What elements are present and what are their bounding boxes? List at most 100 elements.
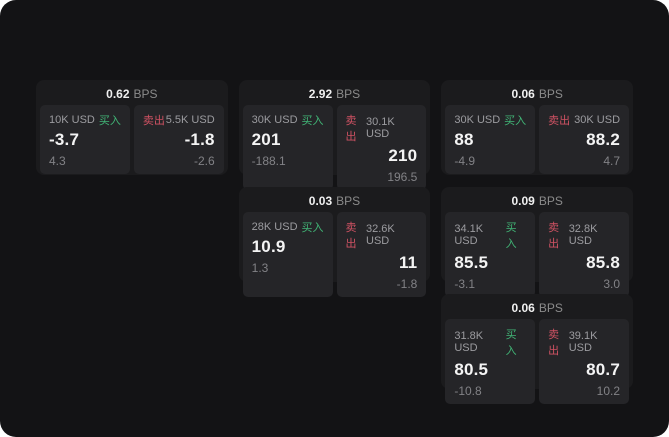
buy-side-label: 买入	[504, 115, 527, 127]
quote-panels: 34.1K USD 买入 85.5 -3.1 卖出 32.8K USD 85.8…	[445, 212, 630, 297]
buy-panel[interactable]: 34.1K USD 买入 85.5 -3.1	[445, 212, 536, 297]
sell-price: 85.8	[586, 253, 621, 272]
sell-label-row: 卖出 32.8K USD	[548, 219, 620, 251]
quote-card: 0.03 BPS 28K USD 买入 10.9 1.3 卖出 32.6K US…	[238, 187, 431, 297]
spread-header: 0.03 BPS	[243, 191, 427, 212]
quote-card: 0.06 BPS 30K USD 买入 88 -4.9 卖出 30K USD	[441, 80, 633, 175]
sell-label-row: 卖出 30.1K USD	[346, 112, 418, 144]
quote-card: 0.09 BPS 34.1K USD 买入 85.5 -3.1 卖出 32.8K…	[441, 187, 633, 297]
buy-side-label: 买入	[301, 115, 324, 127]
spread-value: 0.06	[511, 87, 535, 101]
spread-unit: BPS	[133, 87, 158, 101]
buy-side-label: 买入	[505, 329, 517, 357]
sell-label-row: 卖出 5.5K USD	[143, 112, 215, 128]
quote-panels: 28K USD 买入 10.9 1.3 卖出 32.6K USD 11 -1.8	[242, 212, 427, 297]
sell-side-label: 卖出	[345, 115, 357, 143]
buy-panel[interactable]: 28K USD 买入 10.9 1.3	[242, 212, 333, 297]
spread-header: 0.06 BPS	[445, 298, 629, 319]
buy-label-row: 28K USD 买入	[252, 219, 324, 235]
sell-side-label: 卖出	[142, 115, 165, 127]
buy-size: 10K USD	[49, 114, 95, 126]
spread-unit: BPS	[538, 87, 563, 101]
sell-sub-value: 3.0	[603, 277, 621, 291]
spread-unit: BPS	[538, 194, 563, 208]
buy-sub-value: -188.1	[251, 154, 286, 168]
sell-side-label: 卖出	[345, 222, 357, 250]
sell-panel[interactable]: 卖出 5.5K USD -1.8 -2.6	[133, 105, 224, 174]
spread-header: 0.06 BPS	[445, 84, 629, 105]
spread-unit: BPS	[538, 301, 563, 315]
buy-price: 85.5	[454, 253, 489, 272]
sell-size: 39.1K USD	[568, 330, 598, 354]
sell-label-row: 卖出 39.1K USD	[548, 326, 620, 358]
buy-panel[interactable]: 31.8K USD 买入 80.5 -10.8	[445, 319, 536, 404]
sell-price: 88.2	[586, 130, 621, 149]
quote-panels: 10K USD 买入 -3.7 4.3 卖出 5.5K USD -1.8 -2.…	[40, 105, 224, 174]
quote-card: 0.06 BPS 31.8K USD 买入 80.5 -10.8 卖出 39.1…	[441, 294, 633, 404]
buy-sub-value: -10.8	[454, 384, 482, 398]
buy-price: 88	[454, 130, 474, 149]
sell-price: 11	[398, 253, 418, 272]
buy-panel[interactable]: 10K USD 买入 -3.7 4.3	[40, 105, 130, 174]
buy-price: -3.7	[49, 130, 80, 149]
sell-label-row: 卖出 30K USD	[548, 112, 620, 128]
sell-panel[interactable]: 卖出 30K USD 88.2 4.7	[539, 105, 630, 174]
sell-sub-value: -2.6	[193, 154, 215, 168]
sell-sub-value: 196.5	[387, 170, 418, 184]
buy-sub-value: 4.3	[49, 154, 66, 168]
sell-size: 32.6K USD	[366, 223, 395, 247]
sell-sub-value: 4.7	[603, 154, 621, 168]
spread-unit: BPS	[336, 87, 361, 101]
quote-card: 0.62 BPS 10K USD 买入 -3.7 4.3 卖出 5.5K USD	[36, 80, 228, 175]
buy-sub-value: -4.9	[454, 154, 476, 168]
spread-header: 0.09 BPS	[445, 191, 629, 212]
sell-panel[interactable]: 卖出 32.8K USD 85.8 3.0	[539, 212, 630, 297]
buy-sub-value: -3.1	[454, 277, 476, 291]
buy-panel[interactable]: 30K USD 买入 201 -188.1	[242, 105, 333, 190]
buy-size: 28K USD	[251, 221, 298, 233]
sell-side-label: 卖出	[548, 222, 560, 250]
quote-card-grid: 0.62 BPS 10K USD 买入 -3.7 4.3 卖出 5.5K USD	[36, 80, 633, 404]
buy-label-row: 30K USD 买入	[252, 112, 324, 128]
sell-size: 30.1K USD	[366, 116, 395, 140]
spread-value: 2.92	[308, 87, 333, 101]
buy-label-row: 31.8K USD 买入	[454, 326, 526, 358]
spread-header: 2.92 BPS	[243, 84, 427, 105]
buy-size: 30K USD	[251, 114, 298, 126]
sell-panel[interactable]: 卖出 39.1K USD 80.7 10.2	[539, 319, 630, 404]
sell-price: -1.8	[184, 130, 215, 149]
spread-value: 0.09	[511, 194, 535, 208]
buy-size: 34.1K USD	[454, 223, 484, 247]
quote-panels: 30K USD 买入 88 -4.9 卖出 30K USD 88.2 4.7	[445, 105, 630, 174]
sell-side-label: 卖出	[548, 115, 571, 127]
sell-panel[interactable]: 卖出 30.1K USD 210 196.5	[336, 105, 427, 190]
buy-label-row: 34.1K USD 买入	[454, 219, 526, 251]
spread-value: 0.03	[308, 194, 333, 208]
buy-side-label: 买入	[505, 222, 517, 250]
buy-price: 201	[251, 130, 281, 149]
spread-header: 0.62 BPS	[40, 84, 224, 105]
sell-panel[interactable]: 卖出 32.6K USD 11 -1.8	[336, 212, 427, 297]
spread-value: 0.06	[511, 301, 535, 315]
sell-sub-value: -1.8	[396, 277, 418, 291]
buy-size: 30K USD	[454, 114, 501, 126]
spread-value: 0.62	[106, 87, 130, 101]
buy-side-label: 买入	[301, 222, 324, 234]
buy-side-label: 买入	[98, 115, 121, 127]
spread-unit: BPS	[336, 194, 361, 208]
buy-size: 31.8K USD	[454, 330, 484, 354]
sell-price: 80.7	[586, 360, 621, 379]
quote-panels: 31.8K USD 买入 80.5 -10.8 卖出 39.1K USD 80.…	[445, 319, 630, 404]
buy-label-row: 30K USD 买入	[454, 112, 526, 128]
sell-sub-value: 10.2	[596, 384, 621, 398]
sell-price: 210	[388, 146, 418, 165]
quote-card: 2.92 BPS 30K USD 买入 201 -188.1 卖出 30.1K …	[238, 80, 431, 190]
sell-side-label: 卖出	[548, 329, 560, 357]
buy-panel[interactable]: 30K USD 买入 88 -4.9	[445, 105, 536, 174]
buy-price: 80.5	[454, 360, 489, 379]
quote-panels: 30K USD 买入 201 -188.1 卖出 30.1K USD 210 1…	[242, 105, 427, 190]
sell-size: 5.5K USD	[165, 114, 215, 126]
buy-label-row: 10K USD 买入	[49, 112, 121, 128]
buy-sub-value: 1.3	[251, 261, 269, 275]
